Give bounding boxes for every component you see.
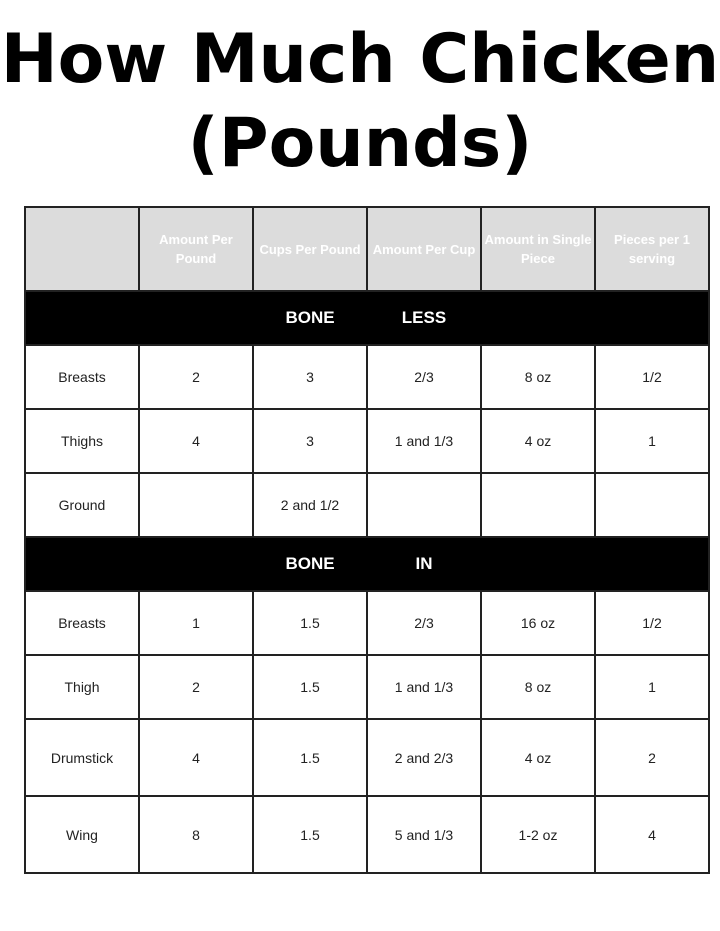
table-row: Thighs 4 3 1 and 1/3 4 oz 1 bbox=[24, 408, 710, 474]
table-cell bbox=[138, 472, 254, 538]
table-cell: 1 and 1/3 bbox=[366, 408, 482, 474]
table-cell: 2 bbox=[138, 344, 254, 410]
table-cell: 1-2 oz bbox=[480, 795, 596, 874]
table-cell: 3 bbox=[252, 408, 368, 474]
band-cell bbox=[24, 536, 139, 592]
table-cell: 4 bbox=[138, 408, 254, 474]
table-cell: 2/3 bbox=[366, 344, 482, 410]
band-cell bbox=[139, 290, 253, 346]
table-cell: 1.5 bbox=[252, 590, 368, 656]
table-cell: 4 oz bbox=[480, 408, 596, 474]
table-cell: 2 and 2/3 bbox=[366, 718, 482, 797]
table-cell: 2 bbox=[594, 718, 710, 797]
table-cell: 16 oz bbox=[480, 590, 596, 656]
table-cell: 1/2 bbox=[594, 590, 710, 656]
row-label: Thighs bbox=[24, 408, 140, 474]
band-cell bbox=[481, 536, 595, 592]
table-cell: 2/3 bbox=[366, 590, 482, 656]
table-row: Thigh 2 1.5 1 and 1/3 8 oz 1 bbox=[24, 654, 710, 720]
table-cell: 1 bbox=[594, 654, 710, 720]
table-cell: 8 bbox=[138, 795, 254, 874]
column-header: Pieces per 1 serving bbox=[594, 206, 710, 292]
table-cell: 3 bbox=[252, 344, 368, 410]
table-row: Breasts 2 3 2/3 8 oz 1/2 bbox=[24, 344, 710, 410]
table-row: Ground 2 and 1/2 bbox=[24, 472, 710, 538]
section-band: BONE LESS bbox=[24, 290, 710, 346]
table-cell: 1.5 bbox=[252, 718, 368, 797]
row-label: Drumstick bbox=[24, 718, 140, 797]
band-label: BONE bbox=[253, 536, 367, 592]
section-band: BONE IN bbox=[24, 536, 710, 592]
column-header: Amount in Single Piece bbox=[480, 206, 596, 292]
chicken-table: Amount Per Pound Cups Per Pound Amount Per… bbox=[24, 206, 710, 874]
table-cell: 4 oz bbox=[480, 718, 596, 797]
table-row: Wing 8 1.5 5 and 1/3 1-2 oz 4 bbox=[24, 795, 710, 874]
title-line-1: How Much Chicken bbox=[0, 20, 720, 99]
table-row: Breasts 1 1.5 2/3 16 oz 1/2 bbox=[24, 590, 710, 656]
table-cell: 8 oz bbox=[480, 344, 596, 410]
row-label: Wing bbox=[24, 795, 140, 874]
band-label: IN bbox=[367, 536, 481, 592]
row-label: Breasts bbox=[24, 590, 140, 656]
table-cell: 8 oz bbox=[480, 654, 596, 720]
column-header: Amount Per Cup bbox=[366, 206, 482, 292]
table-cell: 1 bbox=[138, 590, 254, 656]
table-cell: 1 and 1/3 bbox=[366, 654, 482, 720]
table-row: Drumstick 4 1.5 2 and 2/3 4 oz 2 bbox=[24, 718, 710, 797]
column-header: Cups Per Pound bbox=[252, 206, 368, 292]
header-row: Amount Per Pound Cups Per Pound Amount Per… bbox=[24, 206, 710, 292]
band-cell bbox=[595, 536, 710, 592]
table-cell bbox=[480, 472, 596, 538]
table-cell: 4 bbox=[594, 795, 710, 874]
table-cell: 2 bbox=[138, 654, 254, 720]
table-cell bbox=[366, 472, 482, 538]
band-cell bbox=[481, 290, 595, 346]
row-label: Ground bbox=[24, 472, 140, 538]
band-cell bbox=[139, 536, 253, 592]
table-cell: 1/2 bbox=[594, 344, 710, 410]
page-title: How Much Chicken (Pounds) bbox=[0, 18, 720, 186]
table-cell: 1 bbox=[594, 408, 710, 474]
table-cell: 5 and 1/3 bbox=[366, 795, 482, 874]
table-cell: 1.5 bbox=[252, 654, 368, 720]
table-cell: 4 bbox=[138, 718, 254, 797]
column-header: Amount Per Pound bbox=[138, 206, 254, 292]
row-label: Thigh bbox=[24, 654, 140, 720]
band-label: BONE bbox=[253, 290, 367, 346]
table-cell: 2 and 1/2 bbox=[252, 472, 368, 538]
table-cell: 1.5 bbox=[252, 795, 368, 874]
row-label: Breasts bbox=[24, 344, 140, 410]
band-cell bbox=[24, 290, 139, 346]
column-header bbox=[24, 206, 140, 292]
band-label: LESS bbox=[367, 290, 481, 346]
table-cell bbox=[594, 472, 710, 538]
band-cell bbox=[595, 290, 710, 346]
title-line-2: (Pounds) bbox=[187, 104, 533, 183]
